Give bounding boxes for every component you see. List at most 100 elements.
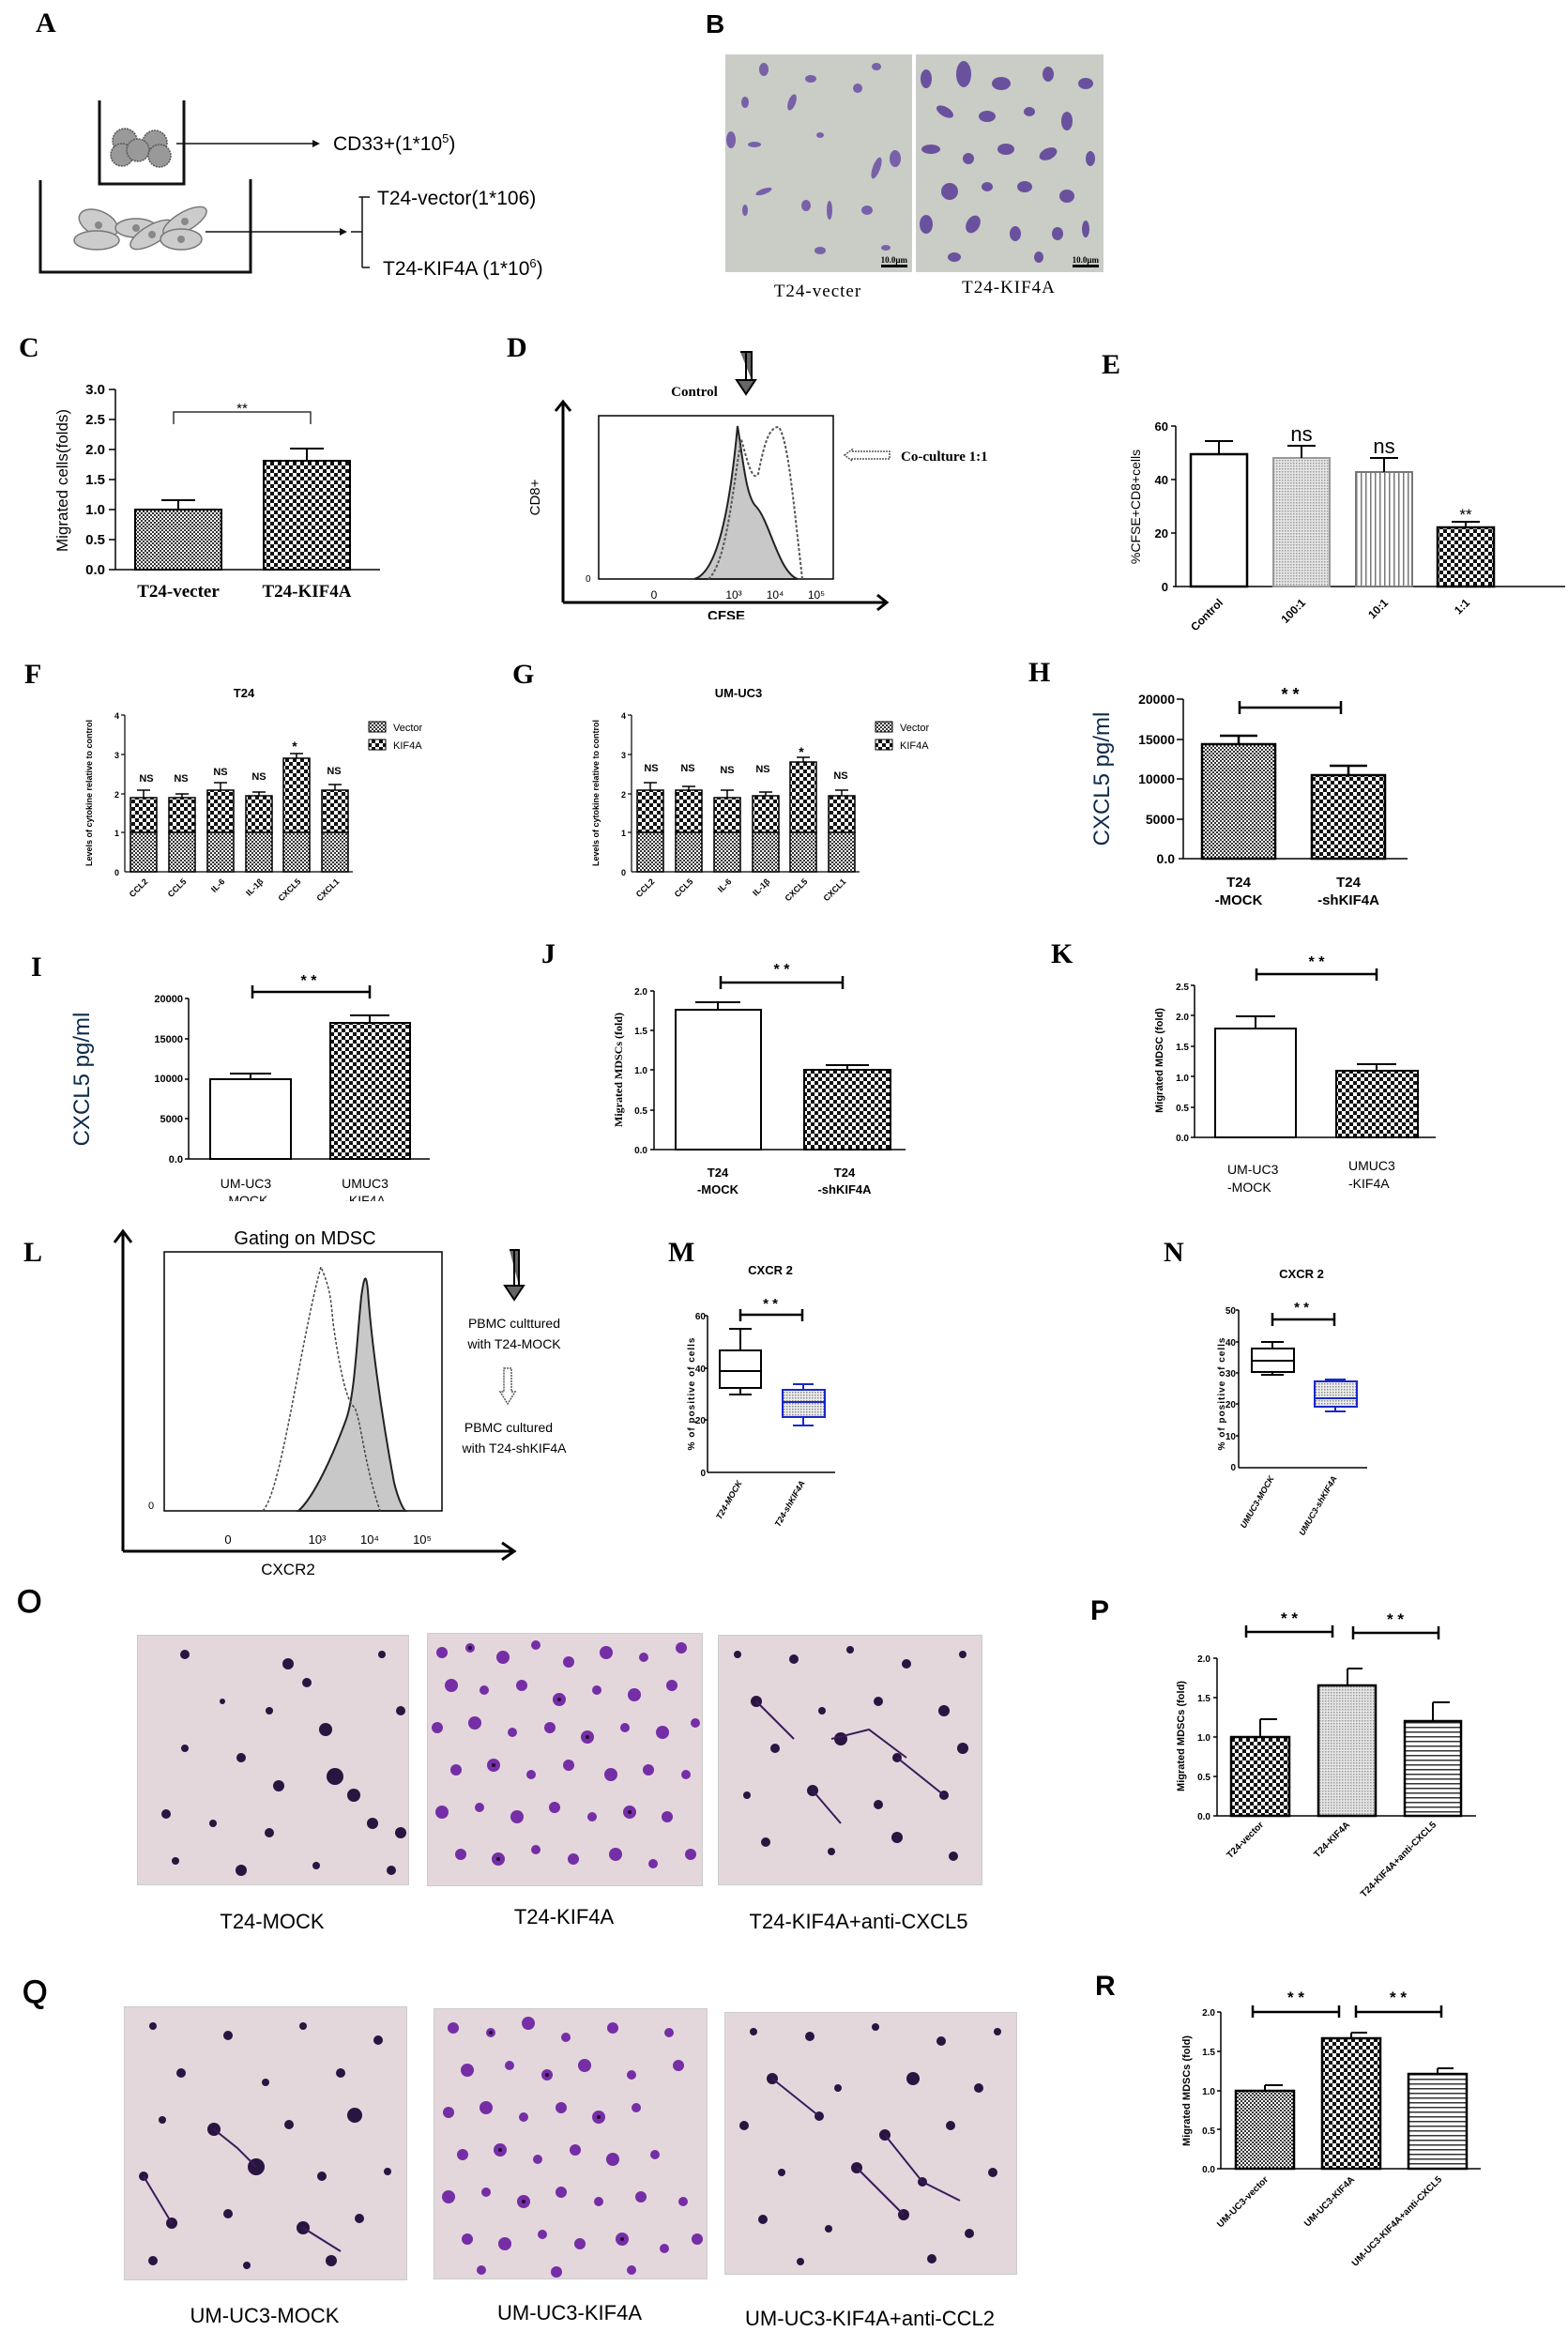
svg-text:T24-vecter: T24-vecter bbox=[137, 582, 220, 601]
svg-text:1.5: 1.5 bbox=[1197, 1694, 1210, 1704]
svg-text:* *: * * bbox=[774, 962, 791, 978]
svg-text:CXCL5: CXCL5 bbox=[783, 876, 809, 903]
panel-a: A CD33+(1*105) T24-vector(1*106) T24-KIF… bbox=[0, 0, 657, 319]
svg-text:2: 2 bbox=[114, 790, 119, 800]
bar-t24-kif4a bbox=[263, 460, 351, 571]
svg-text:0.0: 0.0 bbox=[1197, 1812, 1210, 1822]
svg-text:* *: * * bbox=[1387, 1610, 1404, 1628]
svg-text:CXCL1: CXCL1 bbox=[314, 876, 341, 903]
panel-d: D Control Co-culture 1:1 CD8+ 0 0 10³ 10… bbox=[507, 319, 1032, 624]
svg-text:Vector: Vector bbox=[900, 723, 930, 734]
svg-text:10³: 10³ bbox=[725, 588, 741, 602]
svg-text:* *: * * bbox=[1281, 685, 1299, 704]
x-axis-label: CXCR2 bbox=[261, 1561, 315, 1577]
svg-text:40: 40 bbox=[1155, 473, 1168, 487]
svg-text:CCL5: CCL5 bbox=[166, 876, 189, 899]
y-axis-label: CD8+ bbox=[527, 479, 543, 515]
svg-text:20000: 20000 bbox=[154, 994, 183, 1005]
y-axis-label: % of positive of cells bbox=[1217, 1337, 1227, 1451]
scale-bar: 10.0μm bbox=[1072, 255, 1099, 267]
svg-text:**: ** bbox=[236, 401, 248, 417]
svg-text:with T24-MOCK: with T24-MOCK bbox=[466, 1336, 561, 1351]
lower-cells-label-1: T24-vector(1*106) bbox=[377, 188, 536, 209]
cell-stain-image bbox=[442, 2017, 703, 2278]
svg-text:0.0: 0.0 bbox=[1157, 851, 1176, 866]
svg-text:20: 20 bbox=[1155, 526, 1168, 541]
svg-text:KIF4A: KIF4A bbox=[900, 740, 929, 752]
svg-text:NS: NS bbox=[139, 773, 153, 785]
svg-text:5000: 5000 bbox=[160, 1114, 183, 1125]
svg-text:CXCL1: CXCL1 bbox=[821, 876, 847, 903]
svg-text:1: 1 bbox=[621, 829, 626, 838]
svg-text:-KIF4A: -KIF4A bbox=[1348, 1176, 1390, 1191]
svg-text:T24-KIF4A: T24-KIF4A bbox=[263, 582, 352, 601]
y-axis-label: CXCL5 pg/ml bbox=[69, 1013, 95, 1147]
svg-text:0.0: 0.0 bbox=[634, 1146, 647, 1156]
svg-text:0.5: 0.5 bbox=[85, 532, 105, 548]
panel-l: L Gating on MDSC PBMC culttured with T24… bbox=[0, 1220, 657, 1578]
svg-text:-MOCK: -MOCK bbox=[697, 1182, 739, 1196]
svg-text:-shKIF4A: -shKIF4A bbox=[1317, 892, 1379, 908]
panel-label: N bbox=[1164, 1237, 1184, 1268]
svg-text:1.5: 1.5 bbox=[1176, 1043, 1189, 1053]
svg-text:10000: 10000 bbox=[154, 1074, 183, 1085]
svg-text:50: 50 bbox=[1225, 1306, 1237, 1317]
svg-text:IL-1β: IL-1β bbox=[244, 876, 266, 898]
micrograph-t24-kif4a bbox=[427, 1633, 703, 1886]
svg-text:2: 2 bbox=[621, 790, 626, 800]
svg-text:**: ** bbox=[1459, 506, 1472, 524]
svg-text:30: 30 bbox=[1225, 1369, 1237, 1379]
svg-text:NS: NS bbox=[680, 763, 694, 774]
panel-label: D bbox=[507, 332, 527, 363]
caption-t24-mock: T24-MOCK bbox=[220, 1910, 325, 1933]
svg-text:CCL5: CCL5 bbox=[673, 876, 695, 899]
svg-text:1.0: 1.0 bbox=[85, 502, 105, 518]
caption-t24-kif4a: T24-KIF4A bbox=[962, 278, 1056, 297]
significance-bracket bbox=[173, 411, 312, 424]
control-label: Control bbox=[671, 385, 718, 400]
svg-text:-MOCK: -MOCK bbox=[1227, 1180, 1271, 1195]
svg-text:* *: * * bbox=[1294, 1300, 1309, 1316]
svg-text:10000: 10000 bbox=[1138, 771, 1175, 786]
svg-text:CCL2: CCL2 bbox=[128, 876, 150, 899]
y-axis-label: Migrated MDSCs (fold) bbox=[612, 1013, 625, 1127]
svg-text:0.5: 0.5 bbox=[1176, 1104, 1189, 1114]
flow-histogram-d: Control Co-culture 1:1 CD8+ 0 0 10³ 10⁴ … bbox=[527, 351, 988, 624]
svg-text:3.0: 3.0 bbox=[85, 382, 105, 398]
svg-text:KIF4A: KIF4A bbox=[393, 740, 422, 752]
caption-umuc3-mock: UM-UC3-MOCK bbox=[190, 2304, 340, 2327]
svg-text:with T24-shKIF4A: with T24-shKIF4A bbox=[461, 1440, 567, 1456]
micrograph-umuc3-kif4a-anti-ccl2 bbox=[724, 2012, 1017, 2275]
panel-j: J 2.0 1.5 1.0 0.5 0.0 Migrated MDSCs (fold… bbox=[525, 920, 1051, 1220]
svg-text:IL-6: IL-6 bbox=[716, 876, 733, 893]
micrograph-t24-mock bbox=[137, 1635, 409, 1885]
bar-chart-j: 2.01.5 1.00.5 0.0 Migrated MDSCs (fold) … bbox=[612, 962, 906, 1196]
svg-text:60: 60 bbox=[695, 1312, 707, 1322]
svg-text:0: 0 bbox=[224, 1532, 231, 1547]
svg-text:UMUC3-MOCK: UMUC3-MOCK bbox=[1239, 1473, 1277, 1530]
svg-text:0.0: 0.0 bbox=[85, 562, 105, 578]
svg-text:0: 0 bbox=[148, 1501, 154, 1512]
svg-text:2.0: 2.0 bbox=[1197, 1654, 1210, 1665]
panel-label: L bbox=[23, 1237, 43, 1268]
cell-stain-image bbox=[432, 1640, 700, 1868]
svg-text:1: 1 bbox=[114, 829, 119, 838]
svg-text:10:1: 10:1 bbox=[1365, 596, 1391, 621]
svg-text:T24: T24 bbox=[1226, 875, 1252, 891]
svg-text:CXCL5: CXCL5 bbox=[276, 876, 302, 903]
svg-text:UM-UC3: UM-UC3 bbox=[221, 1176, 272, 1191]
y-axis-label: %CFSE+CD8+cells bbox=[1128, 450, 1143, 564]
svg-text:-MOCK: -MOCK bbox=[224, 1193, 268, 1201]
svg-text:-KIF4A: -KIF4A bbox=[344, 1193, 386, 1201]
svg-text:3: 3 bbox=[114, 751, 119, 760]
svg-text:UMUC3: UMUC3 bbox=[1348, 1158, 1395, 1173]
svg-text:1.0: 1.0 bbox=[1197, 1733, 1210, 1744]
svg-text:Control: Control bbox=[1188, 596, 1225, 633]
bar-chart-k: 2.5 2.0 1.5 1.0 0.5 0.0 Migrated MDSC (fold… bbox=[1154, 954, 1436, 1195]
svg-text:100:1: 100:1 bbox=[1279, 596, 1309, 626]
panel-label: I bbox=[31, 952, 42, 983]
significance-bracket bbox=[1238, 701, 1343, 714]
svg-text:2.0: 2.0 bbox=[1202, 2008, 1215, 2019]
panel-n: N CXCR 2 50 40 30 20 10 0 % of positive of … bbox=[1164, 1220, 1568, 1577]
cell-stain-image bbox=[726, 63, 901, 254]
